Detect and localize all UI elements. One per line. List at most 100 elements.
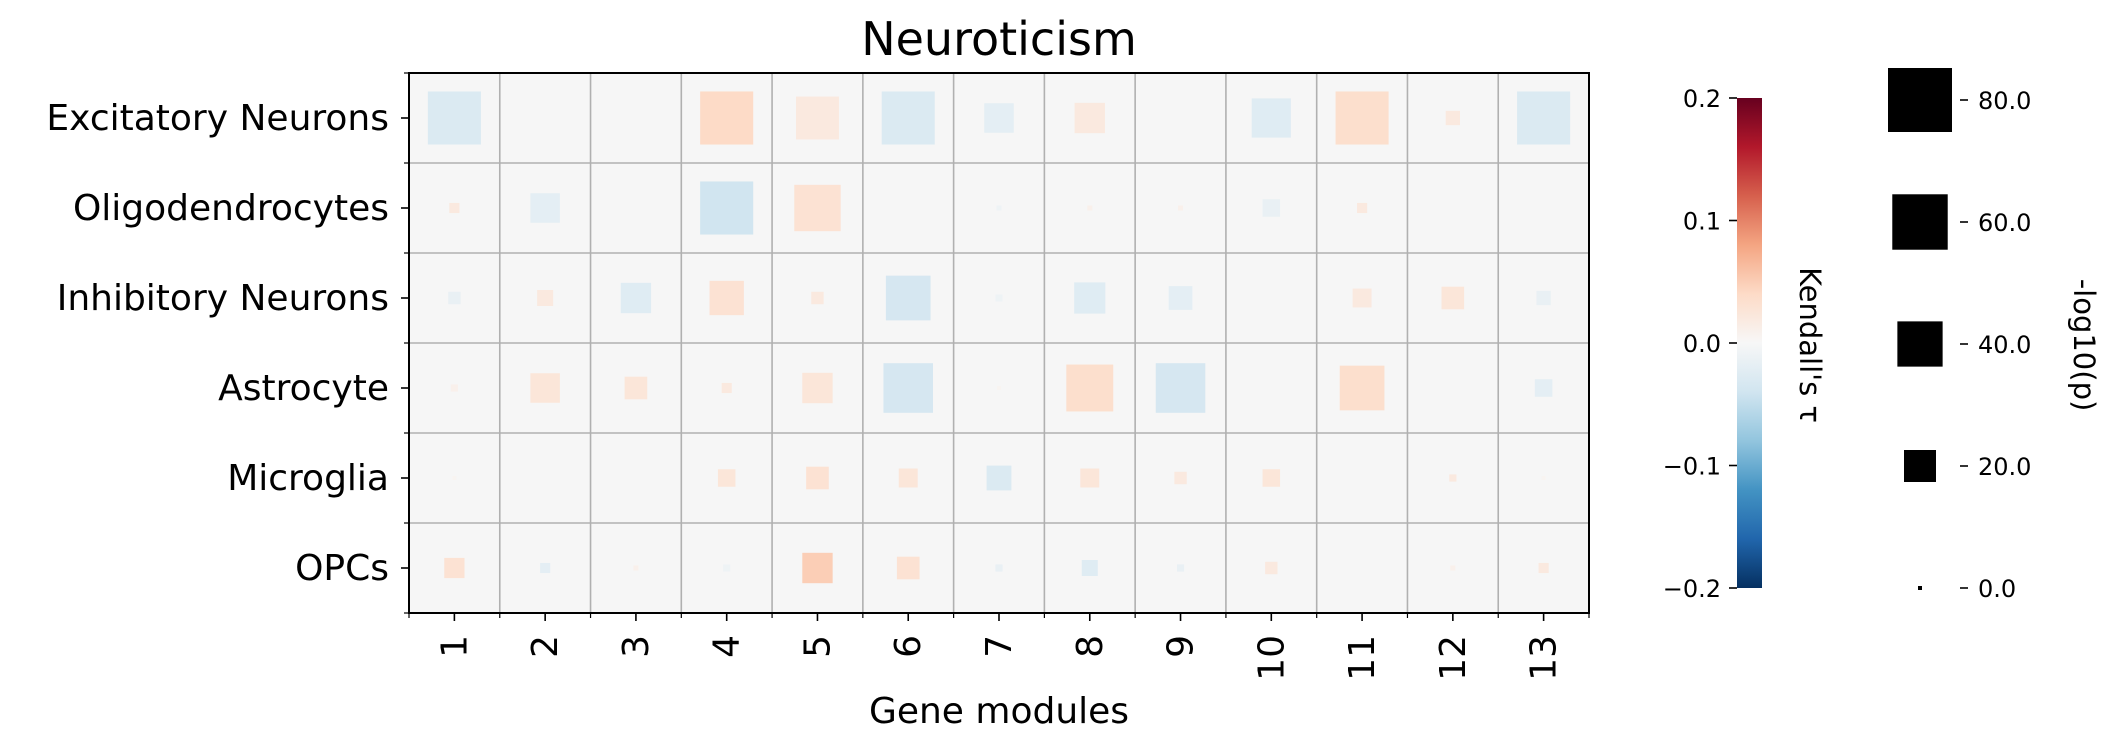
heatmap-cell [883, 363, 934, 413]
x-tick-label: 11 [1342, 635, 1383, 681]
heatmap-cell [1087, 205, 1093, 211]
y-tick-label: Inhibitory Neurons [57, 278, 389, 319]
heatmap-cell [811, 291, 824, 305]
heatmap-cell [896, 556, 920, 580]
heatmap-cell [996, 205, 1002, 211]
size-legend-label: -log10(p) [2067, 279, 2101, 412]
colorbar-tick-label: −0.1 [1663, 453, 1721, 481]
heatmap-cell [806, 466, 829, 490]
y-tick-label: Microglia [227, 458, 389, 499]
heatmap-cell [449, 202, 460, 214]
heatmap-cell [1178, 205, 1184, 211]
heatmap-cell [1441, 286, 1465, 310]
heatmap-cell [717, 469, 736, 487]
heatmap-cell [530, 373, 560, 403]
size-legend-tick-label: 60.0 [1978, 209, 2031, 237]
heatmap-plot: Excitatory Neurons Oligodendrocytes Inhibi… [46, 72, 1590, 681]
heatmap-cell [537, 290, 554, 306]
size-legend-marker [1904, 450, 1936, 482]
heatmap-cell [885, 275, 931, 321]
heatmap-cell [995, 294, 1003, 302]
x-tick-label: 10 [1251, 635, 1292, 681]
heatmap-cell [802, 372, 833, 404]
heatmap-cell [1074, 102, 1105, 134]
heatmap-cell [1081, 560, 1098, 576]
y-tick-label: Oligodendrocytes [73, 188, 389, 229]
heatmap-cell [986, 465, 1012, 491]
heatmap-cell [1080, 468, 1100, 488]
heatmap-cell [1339, 365, 1385, 411]
colorbar-gradient [1737, 98, 1762, 588]
x-tick-label: 9 [1161, 635, 1202, 658]
heatmap-cell [1251, 98, 1291, 138]
size-legend-marker [1892, 194, 1948, 250]
heatmap-cell [984, 103, 1014, 133]
heatmap-cell [427, 91, 481, 145]
heatmap-cell [1265, 561, 1278, 575]
x-axis-label: Gene modules [869, 691, 1129, 732]
heatmap-cell [795, 96, 839, 140]
size-legend-marker [1888, 68, 1952, 132]
heatmap-cell [624, 376, 648, 400]
heatmap-cell [1176, 564, 1185, 572]
x-tick-label: 4 [707, 635, 748, 658]
heatmap-cell [444, 557, 465, 579]
heatmap-cell [995, 564, 1003, 572]
chart-title: Neuroticism [861, 12, 1137, 66]
heatmap-cell [1262, 469, 1281, 487]
heatmap-cell [1538, 562, 1549, 574]
heatmap-cell [530, 193, 560, 223]
heatmap-cell [1534, 379, 1553, 397]
size-legend-tick-label: 20.0 [1978, 453, 2031, 481]
heatmap-cell [448, 291, 461, 305]
heatmap-cell [633, 565, 639, 571]
heatmap-cell [1335, 91, 1389, 145]
heatmap-cell [1074, 282, 1106, 314]
heatmap-cell [620, 282, 652, 314]
colorbar: 0.2 0.1 0.0 −0.1 −0.2 [1663, 85, 1762, 603]
heatmap-cell [1174, 471, 1187, 485]
heatmap-cell [794, 184, 841, 232]
heatmap-cell [540, 562, 551, 574]
heatmap-cell [898, 468, 918, 488]
heatmap-cell [450, 384, 458, 392]
x-tick-label: 13 [1524, 635, 1565, 681]
x-tick-label: 2 [525, 635, 566, 658]
heatmap-cell [1168, 286, 1193, 310]
size-legend-marker [1918, 586, 1922, 590]
colorbar-tick-label: 0.1 [1683, 208, 1721, 236]
heatmap-cell [881, 91, 935, 145]
heatmap-cell [1445, 110, 1461, 126]
heatmap-cell [709, 280, 744, 316]
y-tick-label: OPCs [295, 548, 389, 589]
heatmap-cell [1450, 565, 1456, 571]
colorbar-tick-label: −0.2 [1663, 575, 1721, 603]
colorbar-label: Kendall's τ [1793, 267, 1827, 423]
x-tick-label: 3 [616, 635, 657, 658]
heatmap-cell [1449, 474, 1457, 482]
heatmap-cell [721, 382, 732, 394]
x-tick-label: 6 [888, 635, 929, 658]
heatmap-cell [700, 181, 754, 235]
x-tick-label: 8 [1070, 635, 1111, 658]
size-legend-tick-label: 40.0 [1978, 331, 2031, 359]
heatmap-cell [1357, 202, 1368, 214]
heatmap-cell [452, 476, 457, 480]
size-legend-marker [1897, 321, 1943, 367]
heatmap-cell [700, 91, 754, 145]
x-tick-label: 12 [1433, 635, 1474, 681]
y-tick-label: Astrocyte [218, 368, 389, 409]
size-legend-tick-label: 0.0 [1978, 575, 2016, 603]
heatmap-cell [1517, 91, 1571, 145]
size-legend: 80.0 60.0 40.0 20.0 0.0 [1888, 68, 2031, 603]
heatmap-cell [997, 386, 1001, 390]
heatmap-cell [802, 552, 833, 584]
heatmap-cell [1541, 476, 1546, 480]
colorbar-tick-label: 0.0 [1683, 330, 1721, 358]
colorbar-tick-label: 0.2 [1683, 85, 1721, 113]
heatmap-cell [1066, 364, 1114, 412]
heatmap-cell [1352, 288, 1372, 308]
size-legend-tick-label: 80.0 [1978, 87, 2031, 115]
heatmap-cell [723, 564, 731, 572]
